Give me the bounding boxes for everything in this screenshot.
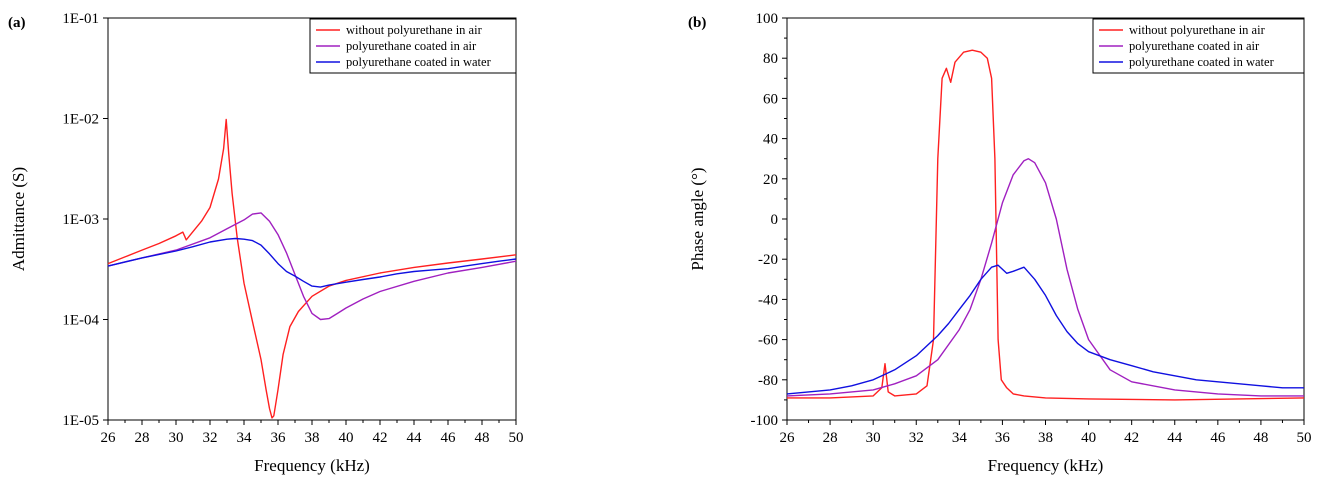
y-axis-title: Admittance (S) [9,167,28,271]
y-tick-label: 0 [771,212,779,228]
x-tick-label: 38 [1038,430,1053,446]
series-line-3 [107,237,517,288]
x-tick-label: 28 [823,430,838,446]
series-line-2 [786,157,1304,397]
x-tick-label: 36 [271,430,287,446]
y-tick-label: -80 [758,373,778,389]
y-tick-label: 60 [763,91,778,107]
x-tick-label: 46 [1210,430,1226,446]
y-tick-label: 20 [763,172,778,188]
x-tick-label: 38 [305,430,320,446]
x-tick-label: 46 [441,430,457,446]
y-tick-label: 100 [756,11,779,27]
series-line-1 [107,118,517,419]
y-tick-label: 1E-03 [62,212,99,228]
x-axis-title: Frequency (kHz) [988,456,1104,475]
x-tick-label: 40 [1081,430,1096,446]
y-tick-label: -100 [751,413,779,429]
x-tick-label: 50 [1297,430,1312,446]
x-tick-label: 36 [995,430,1011,446]
legend-label-2: polyurethane coated in air [346,39,477,53]
y-tick-label: 1E-01 [62,11,99,27]
panel-label: (a) [8,15,26,31]
x-tick-label: 50 [509,430,524,446]
x-tick-label: 30 [169,430,184,446]
legend-box [309,18,517,74]
legend-box [1092,18,1305,74]
x-tick-label: 42 [1124,430,1139,446]
x-tick-label: 44 [407,430,423,446]
y-tick-label: 1E-05 [62,413,99,429]
series-line-1 [787,49,1305,401]
series-line-3 [786,264,1304,395]
x-tick-label: 48 [475,430,490,446]
y-tick-label: 1E-04 [62,313,99,329]
x-tick-label: 48 [1253,430,1268,446]
x-tick-label: 34 [237,430,253,446]
x-tick-label: 26 [780,430,796,446]
x-tick-label: 44 [1167,430,1183,446]
series-line-2 [107,212,517,321]
legend-label-3: polyurethane coated in water [1129,55,1275,69]
y-axis-title: Phase angle (°) [688,167,707,270]
x-axis-title: Frequency (kHz) [254,456,370,475]
legend-label-2: polyurethane coated in air [1129,39,1260,53]
y-tick-label: 1E-02 [62,112,99,128]
x-tick-label: 28 [135,430,150,446]
legend-label-1: without polyurethane in air [346,23,483,37]
x-tick-label: 26 [101,430,117,446]
x-tick-label: 32 [909,430,924,446]
x-tick-label: 40 [339,430,354,446]
y-tick-label: -40 [758,292,778,308]
plot-frame [107,17,517,421]
chart-panel-2: 26 28 30 32 34 36 38 40 42 44 46 48 50 -100 -80 -60 -40 -… [688,11,1312,475]
plot-frame [786,17,1305,421]
x-tick-label: 32 [203,430,218,446]
y-tick-label: 80 [763,51,778,67]
legend-label-3: polyurethane coated in water [346,55,492,69]
panel-label: (b) [688,15,706,31]
legend-label-1: without polyurethane in air [1129,23,1266,37]
y-tick-label: -60 [758,333,778,349]
x-tick-label: 42 [373,430,388,446]
x-tick-label: 30 [866,430,881,446]
chart-panel-1: 26 28 30 32 34 36 38 40 42 44 46 48 50 1E-05 1E-04 1E-0… [8,11,524,475]
y-tick-label: -20 [758,252,778,268]
x-tick-label: 34 [952,430,968,446]
y-tick-label: 40 [763,132,778,148]
